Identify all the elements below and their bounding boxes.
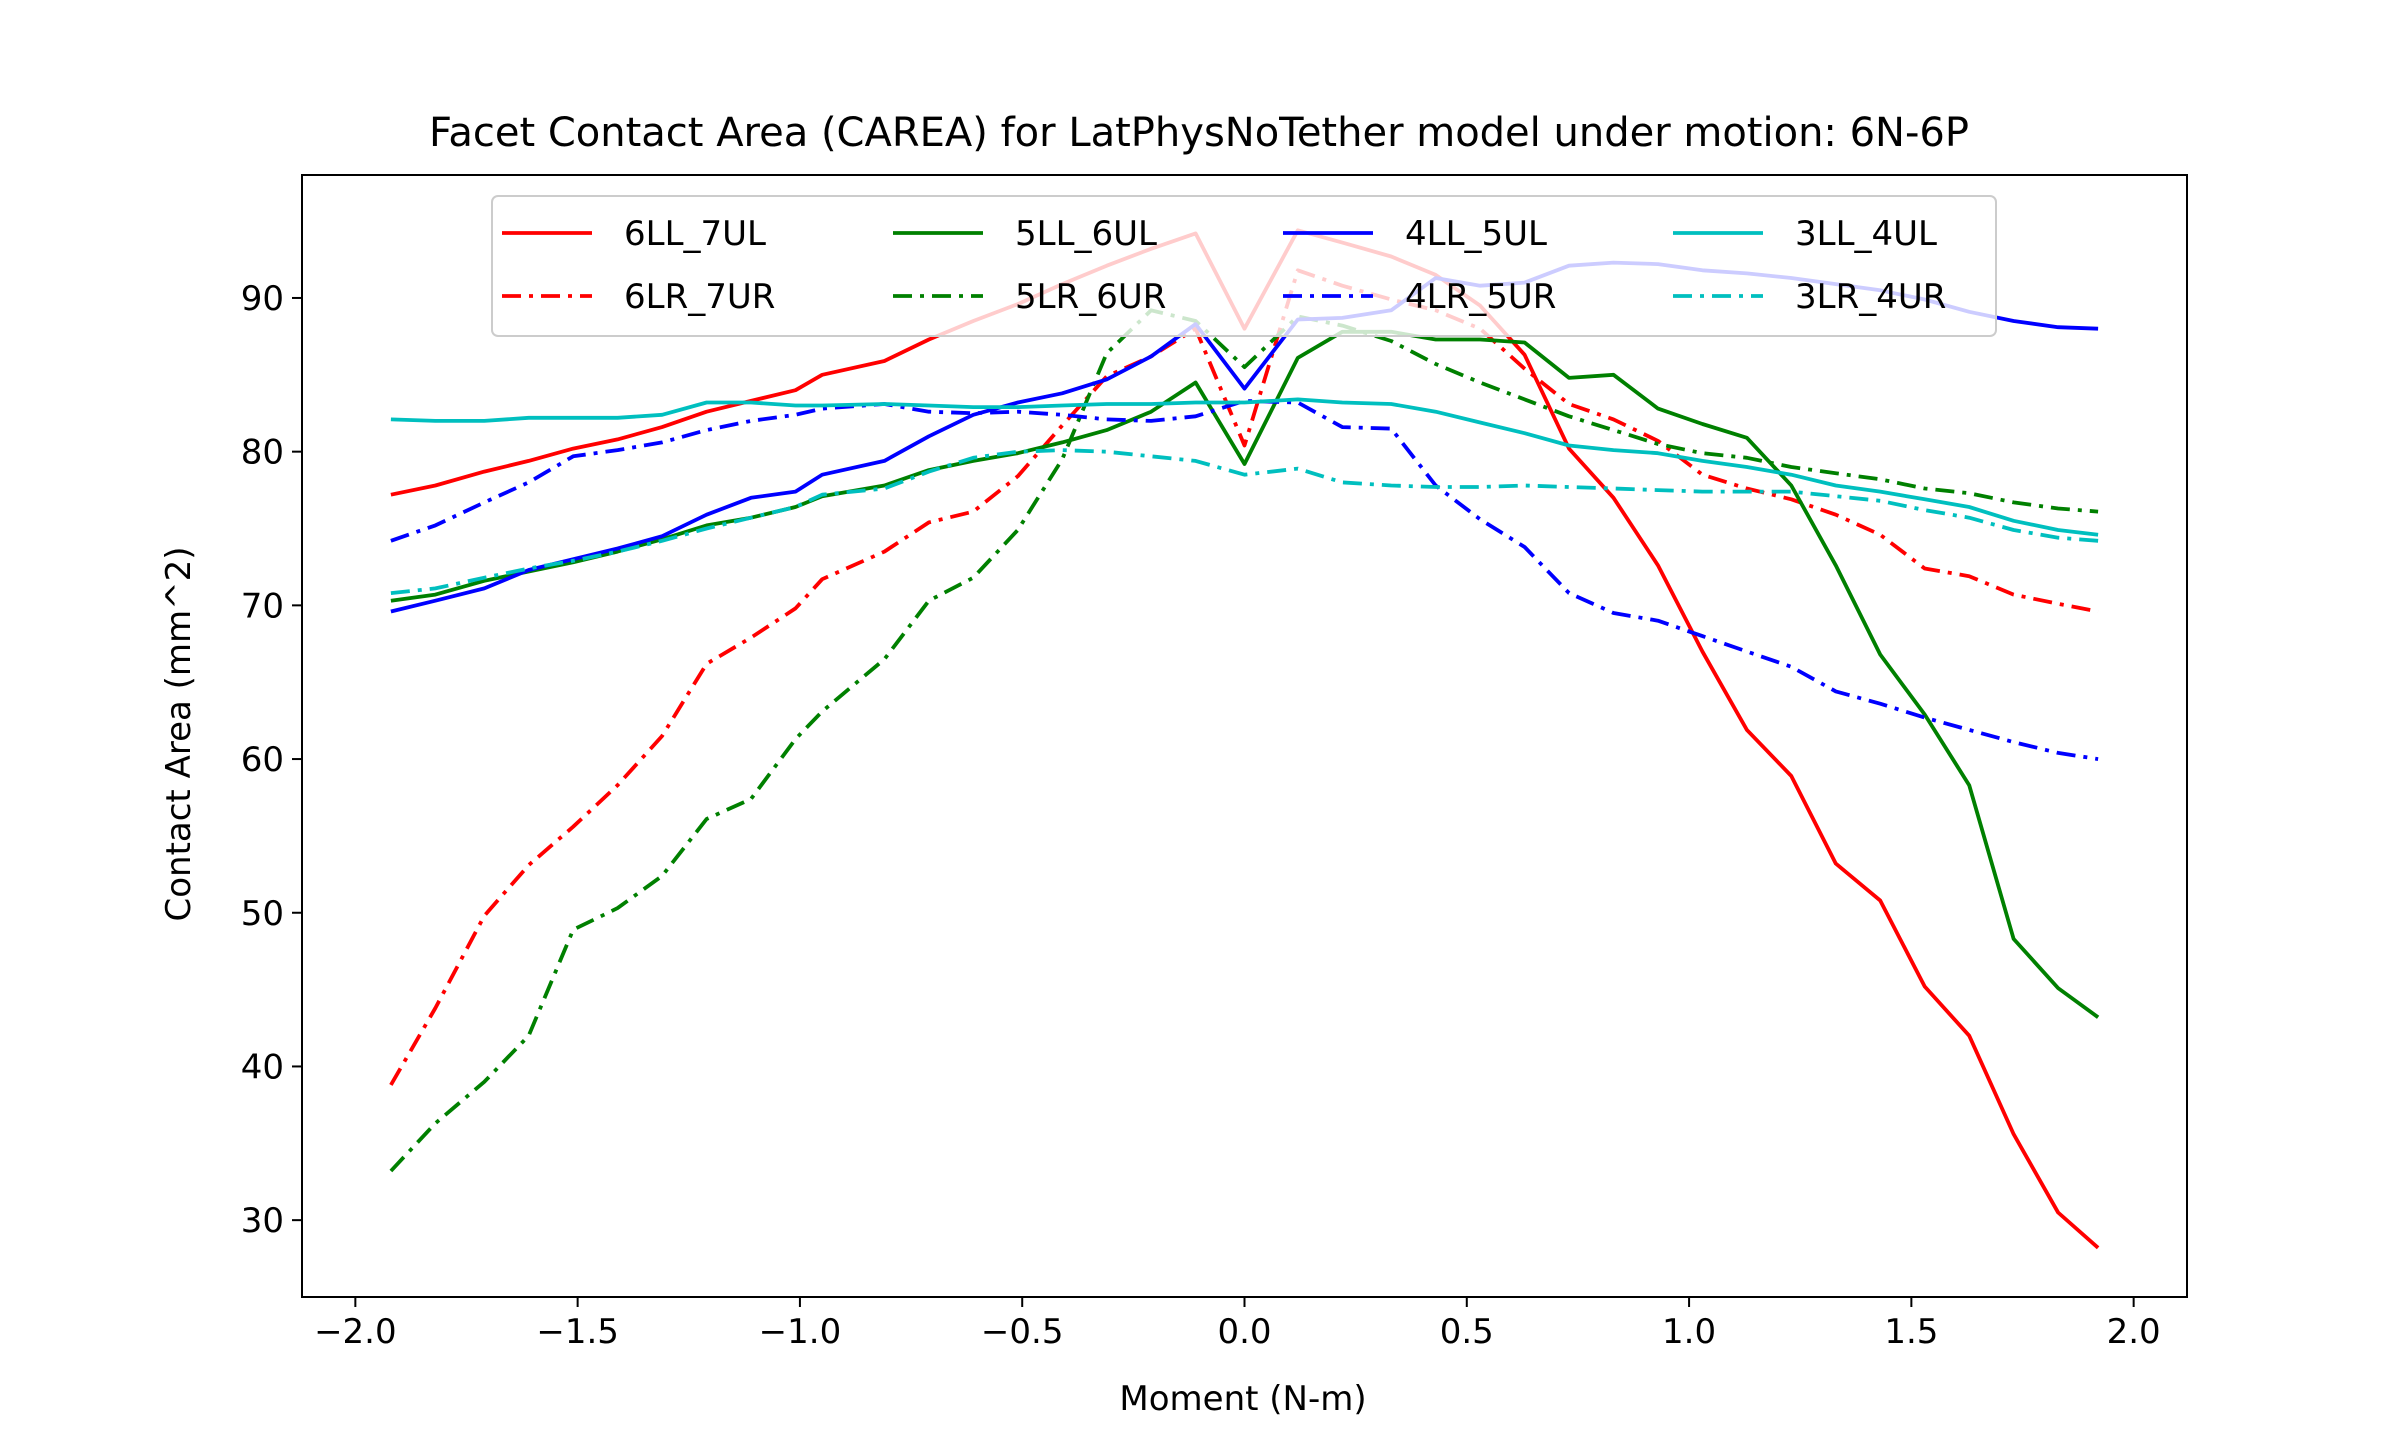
series-line-3lr-4ur bbox=[390, 448, 2099, 595]
series-line-5lr-6ur bbox=[389, 308, 2099, 1173]
ticks: −2.0 −1.5 −1.0 −0.5 0.0 0.5 1.0 1.5 2.0 30 40 50 60 7… bbox=[241, 279, 2161, 1352]
y-tick-label: 60 bbox=[241, 740, 284, 780]
x-axis-label: Moment (N-m) bbox=[1119, 1379, 1366, 1419]
legend-label: 5LL_6UL bbox=[1015, 214, 1157, 254]
y-tick-label: 40 bbox=[241, 1047, 284, 1087]
x-tick-label: 0.0 bbox=[1217, 1312, 1271, 1352]
legend-label: 4LL_5UL bbox=[1405, 214, 1547, 254]
series-line-6lr-7ur bbox=[389, 268, 2099, 1086]
y-axis-label: Contact Area (mm^2) bbox=[159, 546, 199, 921]
legend-label: 6LL_7UL bbox=[624, 214, 766, 254]
x-tick-label: 1.5 bbox=[1884, 1312, 1938, 1352]
legend: 6LL_7UL 5LL_6UL 4LL_5UL 3LL_4UL 6LR_7UR 5LR_6… bbox=[491, 195, 1997, 337]
x-tick-label: 2.0 bbox=[2107, 1312, 2161, 1352]
y-tick-label: 80 bbox=[241, 433, 284, 473]
legend-label: 4LR_5UR bbox=[1405, 277, 1556, 317]
y-tick-label: 90 bbox=[241, 279, 284, 319]
x-tick-label: −1.0 bbox=[759, 1312, 842, 1352]
y-tick-label: 30 bbox=[241, 1201, 284, 1241]
plot-lines bbox=[389, 228, 2100, 1250]
series-line-5ll-6ul bbox=[390, 329, 2100, 1019]
y-tick-label: 50 bbox=[241, 894, 284, 934]
legend-label: 5LR_6UR bbox=[1015, 277, 1166, 317]
y-tick-label: 70 bbox=[241, 586, 284, 626]
x-tick-label: −2.0 bbox=[314, 1312, 397, 1352]
x-tick-label: 0.5 bbox=[1440, 1312, 1494, 1352]
legend-label: 3LR_4UR bbox=[1795, 277, 1946, 317]
x-tick-label: 1.0 bbox=[1662, 1312, 1716, 1352]
x-tick-label: −0.5 bbox=[981, 1312, 1064, 1352]
chart-title: Facet Contact Area (CAREA) for LatPhysNo… bbox=[429, 110, 1969, 156]
x-tick-label: −1.5 bbox=[536, 1312, 619, 1352]
legend-box bbox=[491, 195, 1997, 337]
legend-label: 3LL_4UL bbox=[1795, 214, 1937, 254]
series-line-3ll-4ul bbox=[390, 397, 2099, 537]
legend-label: 6LR_7UR bbox=[624, 277, 775, 317]
